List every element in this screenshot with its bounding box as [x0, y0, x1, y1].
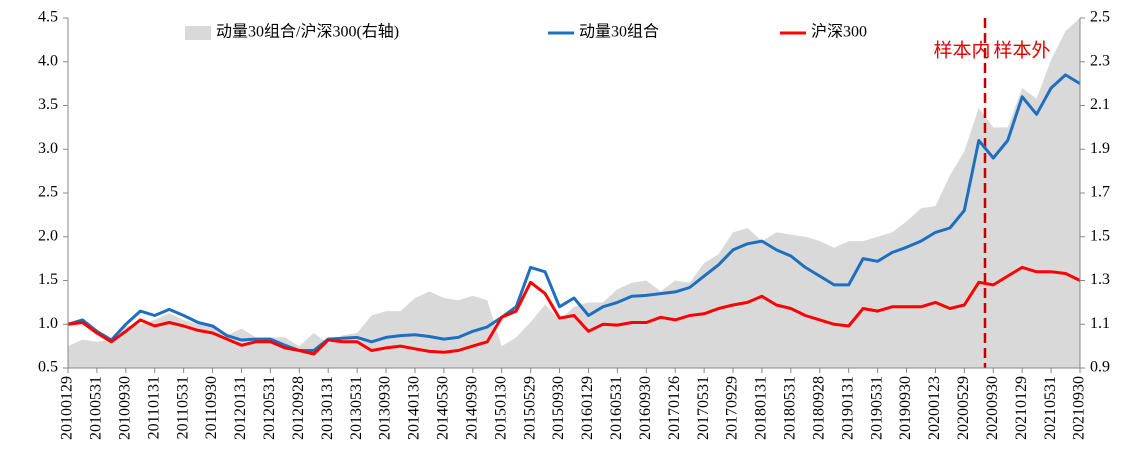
x-tick-label: 20170126: [666, 376, 683, 440]
y-tick-label: 2.5: [38, 184, 58, 201]
x-tick-label: 20130131: [319, 376, 336, 440]
x-tick-label: 20200123: [926, 376, 943, 440]
y-tick-label: 3.0: [38, 140, 58, 157]
y2-tick-label: 1.3: [1090, 271, 1110, 288]
x-tick-label: 20100930: [117, 376, 134, 440]
y2-tick-label: 2.3: [1090, 52, 1110, 69]
x-tick-label: 20130930: [377, 376, 394, 440]
legend-label: 动量30组合/沪深300(右轴): [216, 23, 399, 41]
legend-label: 沪深300: [811, 23, 867, 41]
x-tick-label: 20160129: [579, 376, 596, 440]
x-tick-label: 20150130: [492, 376, 509, 440]
x-tick-label: 20180131: [753, 376, 770, 440]
x-tick-label: 20120928: [290, 376, 307, 440]
legend-label: 动量30组合: [579, 23, 659, 41]
x-tick-label: 20100129: [59, 376, 76, 440]
x-tick-label: 20140130: [406, 376, 423, 440]
x-tick-label: 20140930: [463, 376, 480, 440]
x-tick-label: 20150930: [550, 376, 567, 440]
x-tick-label: 20110531: [174, 376, 191, 439]
x-tick-label: 20200529: [955, 376, 972, 440]
y2-tick-label: 1.5: [1090, 227, 1110, 244]
x-tick-label: 20150529: [521, 376, 538, 440]
x-tick-label: 20120131: [232, 376, 249, 440]
x-tick-label: 20100531: [88, 376, 105, 440]
line: [67, 265, 1081, 356]
x-tick-label: 20180928: [810, 376, 827, 440]
y-tick-label: 1.5: [38, 271, 58, 288]
y-tick-label: 2.0: [38, 227, 58, 244]
x-tick-label: 20140530: [435, 376, 452, 440]
y2-tick-label: 1.9: [1090, 140, 1110, 157]
x-tick-label: 20120531: [261, 376, 278, 440]
x-tick-label: 20200930: [984, 376, 1001, 440]
x-tick-label: 20210930: [1071, 376, 1088, 440]
y2-tick-label: 2.1: [1090, 96, 1110, 113]
y2-tick-label: 1.7: [1090, 184, 1110, 201]
y2-tick-label: 2.5: [1090, 9, 1110, 26]
x-tick-label: 20170929: [724, 376, 741, 440]
y-tick-label: 3.5: [38, 96, 58, 113]
x-tick-label: 20130531: [348, 376, 365, 440]
x-tick-label: 20190930: [897, 376, 914, 440]
x-tick-label: 20170531: [695, 376, 712, 440]
y-tick-label: 1.0: [38, 315, 58, 332]
line: [67, 73, 1081, 352]
x-tick-label: 20160531: [608, 376, 625, 440]
y2-tick-label: 1.1: [1090, 315, 1110, 332]
x-tick-label: 20110131: [145, 376, 162, 439]
x-tick-label: 20160930: [637, 376, 654, 440]
y-tick-label: 4.0: [38, 52, 58, 69]
legend-swatch: [185, 26, 211, 40]
x-tick-label: 20190531: [868, 376, 885, 440]
annotation: 样本外: [993, 39, 1050, 61]
x-tick-label: 20190131: [839, 376, 856, 440]
x-tick-label: 20210531: [1042, 376, 1059, 440]
y-tick-label: 4.5: [38, 9, 58, 26]
y-tick-label: 0.5: [38, 359, 58, 376]
annotation: 样本内: [933, 39, 990, 61]
y2-tick-label: 0.9: [1090, 359, 1110, 376]
x-tick-label: 20210129: [1013, 376, 1030, 440]
x-tick-label: 20110930: [203, 376, 220, 439]
x-tick-label: 20180531: [782, 376, 799, 440]
